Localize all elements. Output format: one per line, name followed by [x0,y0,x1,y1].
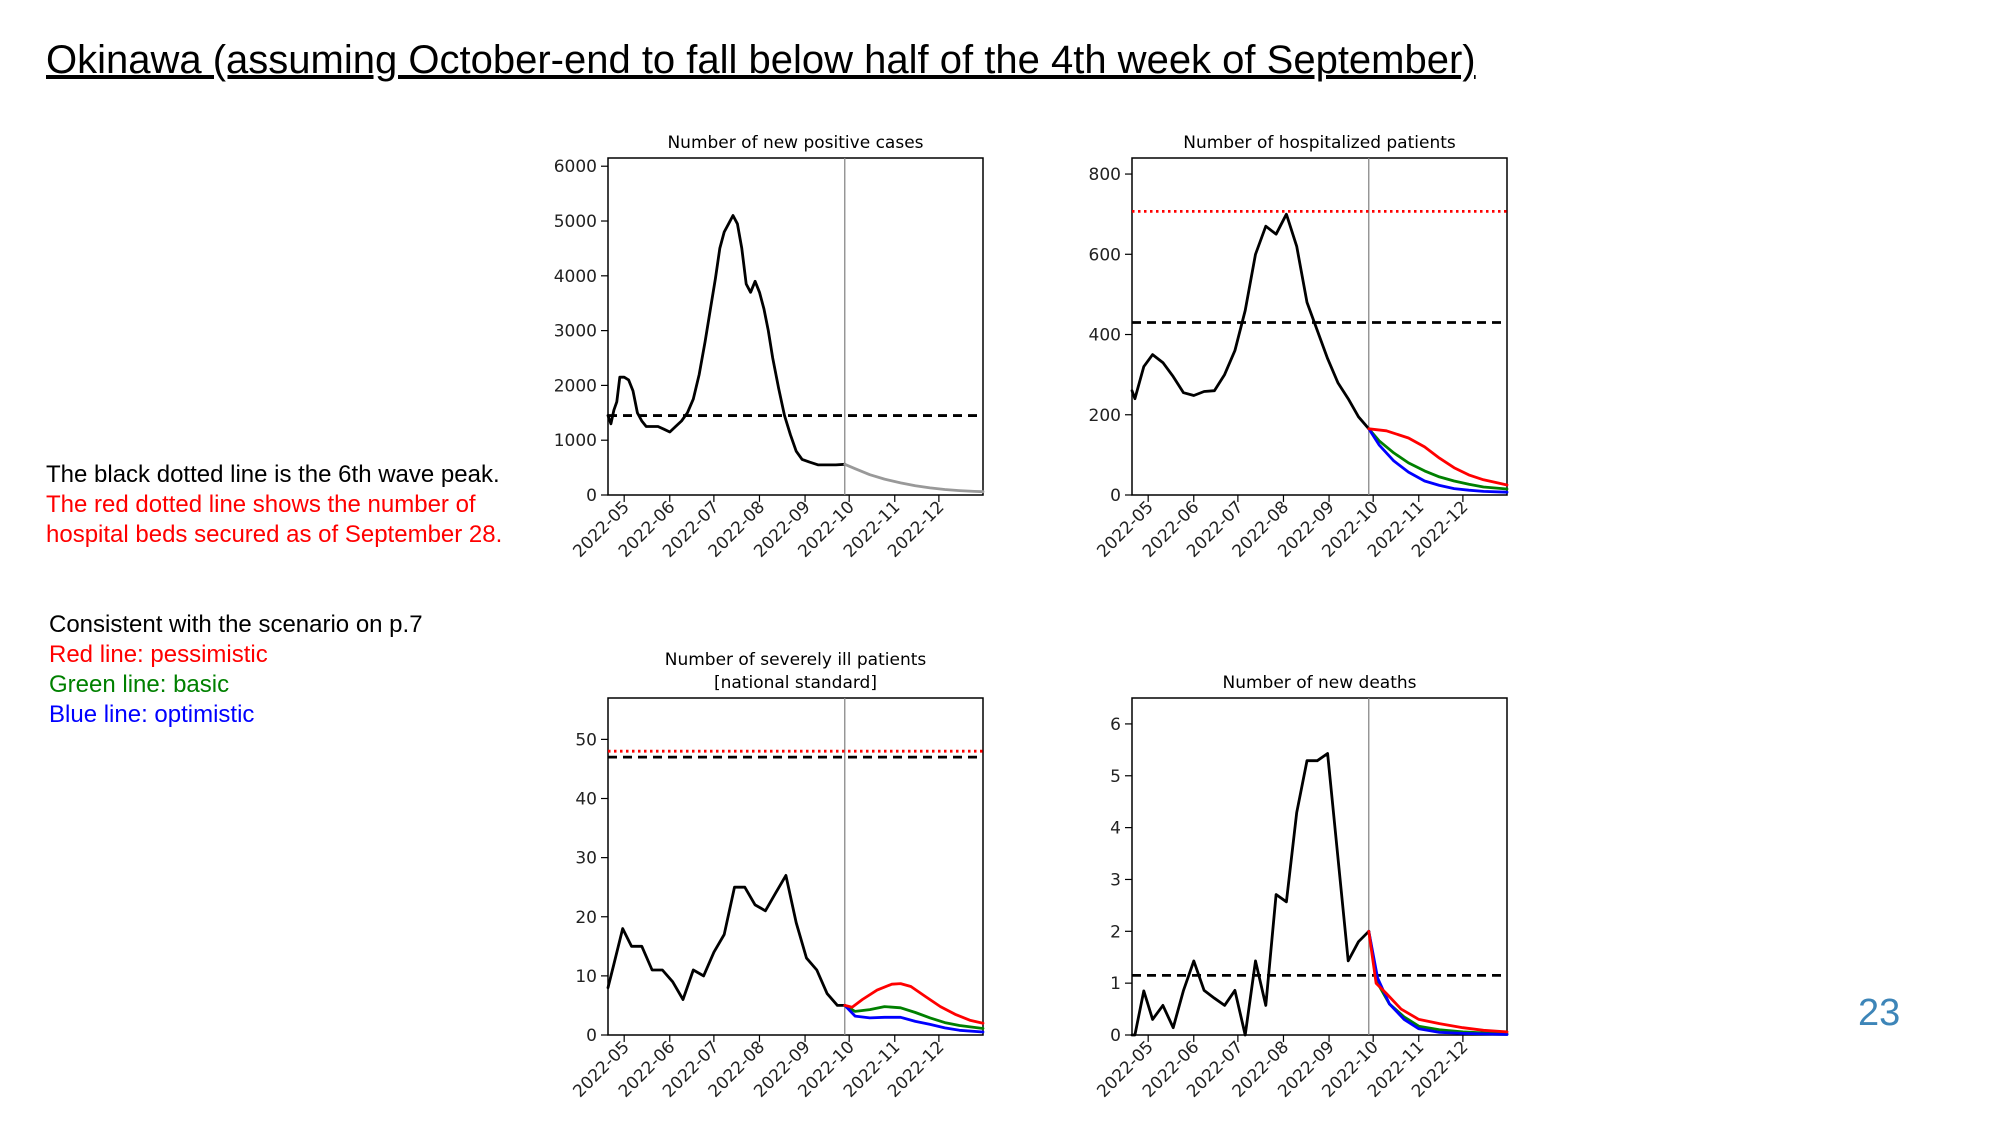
y-tick-label: 5 [1110,767,1121,787]
series-pessimistic-line [843,982,985,1025]
chart-new-positive-cases: Number of new positive cases 0 1000 2000 300… [554,133,985,562]
black-line-note: The black dotted line is the 6th wave pe… [46,461,500,488]
y-tick-label: 2000 [554,376,597,396]
legend-pessimistic: Red line: pessimistic [49,641,268,668]
y-tick-label: 1000 [554,431,597,451]
chart-title-line: Number of hospitalized patients [1183,133,1456,153]
chart-severely-ill-patients: Number of severely ill patients [national… [569,650,985,1102]
series-actual-line [1130,212,1371,431]
series-optimistic-line [843,1004,985,1034]
series-actual-line [606,874,847,1007]
plot-frame [1131,697,1508,1036]
series-pessimistic-line [1367,427,1509,487]
chart-title-line: Number of severely ill patients [665,650,927,670]
y-tick-label: 1 [1110,974,1121,994]
y-tick-label: 0 [586,1026,597,1046]
series-basic-line [1367,929,1509,1036]
chart-title-line: [national standard] [714,673,877,693]
y-tick-label: 40 [575,790,597,810]
y-tick-label: 400 [1089,326,1121,346]
reference-lines-note: The black dotted line is the 6th wave pe… [46,460,502,550]
red-line-note-2: hospital beds secured as of September 28… [46,521,503,548]
legend-basic: Green line: basic [49,671,230,698]
series-optimistic-line [1367,929,1509,1036]
y-tick-label: 200 [1089,406,1121,426]
plot-frame [607,157,984,496]
red-line-note-1: The red dotted line shows the number of [46,491,476,518]
series-basic-line [843,1004,985,1030]
page-title: Okinawa (assuming October-end to fall be… [46,38,1476,82]
chart-hospitalized-patients: Number of hospitalized patients 0 200 400 60… [1089,133,1509,562]
y-tick-label: 4 [1110,819,1121,839]
y-tick-label: 2 [1110,922,1121,942]
series-pessimistic-line [1367,929,1509,1034]
y-tick-label: 6000 [554,157,597,177]
y-tick-label: 0 [1110,1026,1121,1046]
chart-new-deaths: Number of new deaths01234562022-052022-0… [1093,673,1509,1102]
chart-title-line: Number of new positive cases [667,133,923,153]
y-tick-label: 6 [1110,715,1121,735]
y-tick-label: 10 [575,967,597,987]
plot-frame [607,697,984,1036]
page-number: 23 [1858,992,1901,1034]
series-projection-line [843,462,985,494]
y-tick-label: 3 [1110,870,1121,890]
legend-optimistic: Blue line: optimistic [49,701,255,728]
chart-title-line: Number of new deaths [1223,673,1417,693]
y-tick-label: 800 [1089,165,1121,185]
y-tick-label: 50 [575,730,597,750]
series-actual-line [606,214,847,467]
scenario-legend-note: Consistent with the scenario on p.7 Red … [49,610,423,730]
plot-frame [1131,157,1508,496]
series-actual-line [1130,752,1371,1037]
y-tick-label: 600 [1089,245,1121,265]
scenario-consistency-note: Consistent with the scenario on p.7 [49,611,423,638]
series-optimistic-line [1367,427,1509,494]
y-tick-label: 5000 [554,212,597,232]
y-tick-label: 30 [575,849,597,869]
y-tick-label: 20 [575,908,597,928]
y-tick-label: 3000 [554,322,597,342]
y-tick-label: 0 [1110,486,1121,506]
y-tick-label: 0 [586,486,597,506]
series-basic-line [1367,427,1509,491]
y-tick-label: 4000 [554,267,597,287]
